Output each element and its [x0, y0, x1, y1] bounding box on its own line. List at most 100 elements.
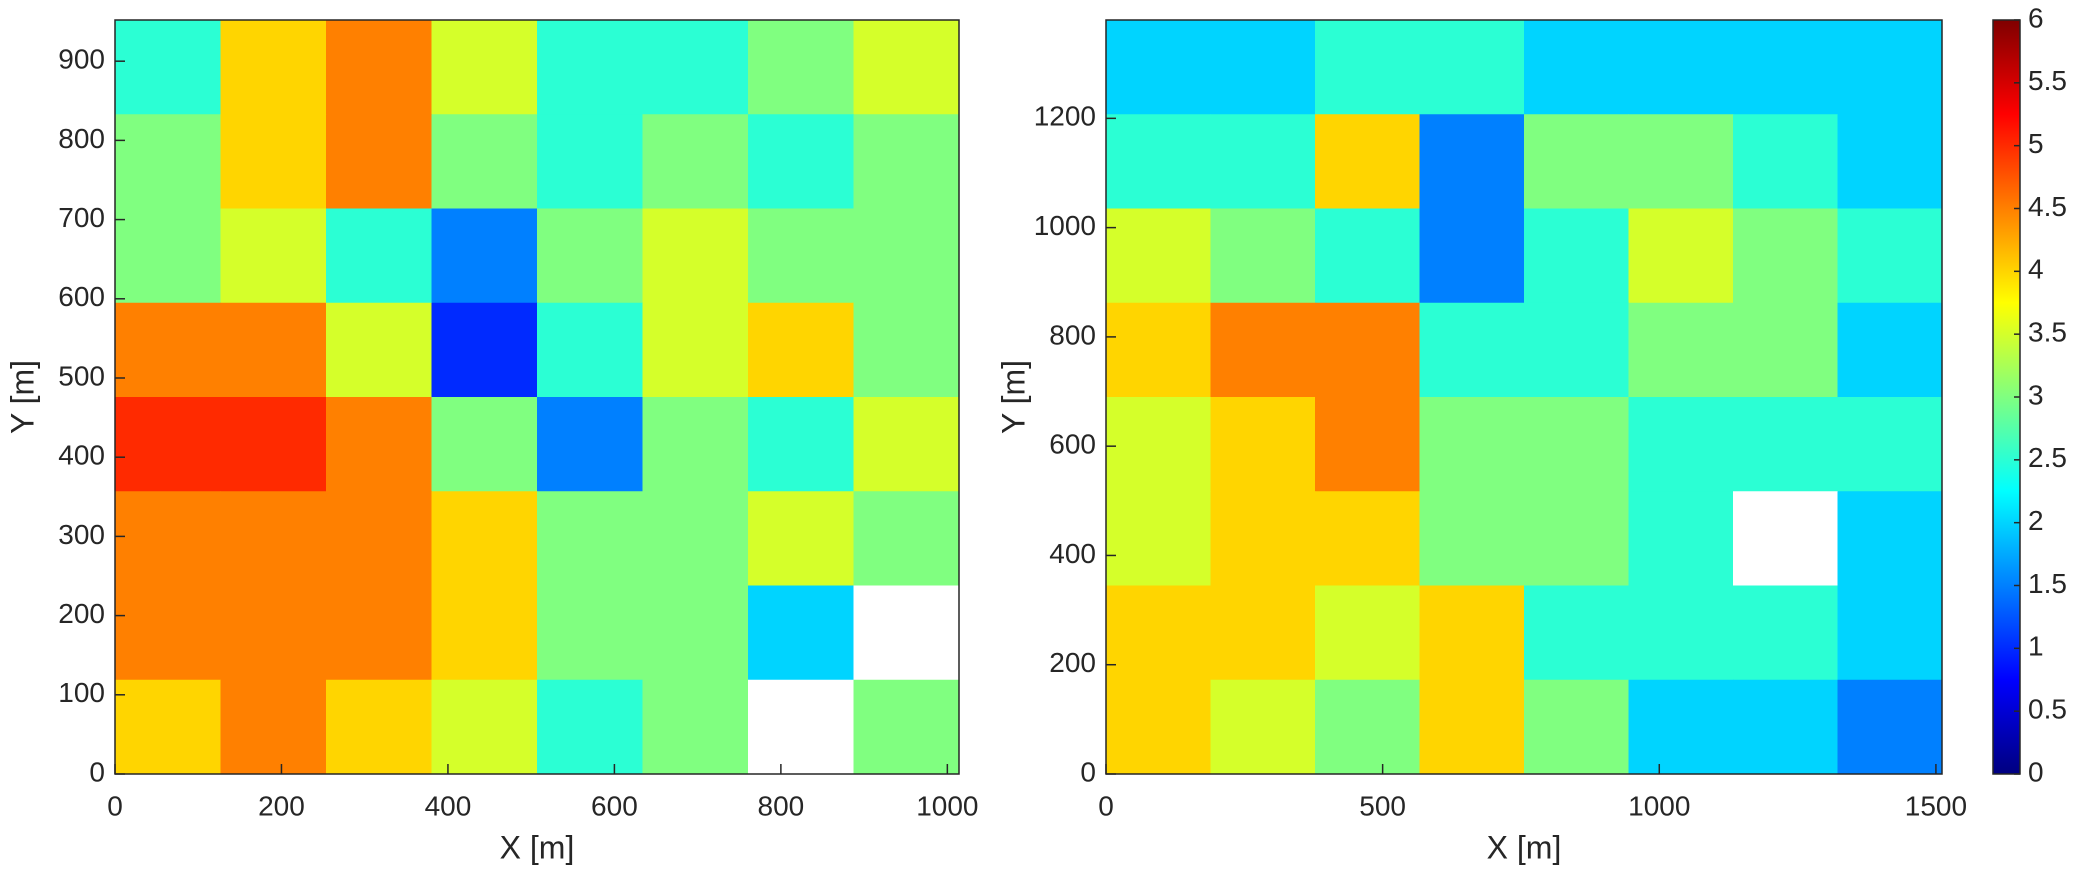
heat-cell [748, 585, 854, 681]
heat-cell [115, 491, 221, 586]
heat-cell [1837, 114, 1943, 209]
heat-cell [853, 114, 960, 209]
heat-cell [115, 20, 221, 115]
colorbar-tick-label: 0.5 [2028, 694, 2067, 725]
heat-cell [853, 302, 960, 398]
heat-cell [115, 302, 221, 398]
heat-cell [220, 302, 327, 398]
heat-cell [537, 302, 643, 398]
y-tick-label: 200 [58, 598, 105, 629]
heat-cell [1837, 208, 1943, 304]
heat-cell [1628, 585, 1734, 681]
x-tick-label: 0 [107, 790, 123, 821]
heat-cell [1106, 491, 1211, 586]
heat-cell [1733, 679, 1838, 775]
heat-cell [537, 208, 643, 304]
heat-cell [1837, 302, 1943, 398]
heat-cell [1315, 397, 1420, 492]
y-tick-label: 0 [1080, 756, 1096, 787]
x-tick-label: 200 [258, 790, 305, 821]
axes-frame [1105, 19, 1943, 775]
colorbar-tick-label: 6 [2028, 2, 2044, 33]
heat-cell [1210, 302, 1316, 398]
heat-cell [1106, 585, 1211, 681]
heat-cell [537, 679, 643, 775]
heat-cell [537, 20, 643, 115]
y-tick-label: 200 [1049, 647, 1096, 678]
heat-cell [1524, 491, 1629, 586]
heat-cell [1419, 679, 1525, 775]
heat-cell [1733, 397, 1838, 492]
heat-cell [1628, 114, 1734, 209]
heat-cell [1628, 397, 1734, 492]
y-tick-label: 1000 [1034, 210, 1096, 241]
x-tick-label: 1500 [1905, 790, 1967, 821]
heat-cell [431, 679, 538, 775]
y-tick-label: 600 [1049, 429, 1096, 460]
heat-cell [748, 491, 854, 586]
heat-cell [853, 679, 960, 775]
heat-cell [1733, 585, 1838, 681]
heat-cell [1733, 208, 1838, 304]
heat-cell [1628, 20, 1734, 115]
heat-cell [1419, 114, 1525, 209]
heat-cell [642, 679, 749, 775]
x-tick-label: 1000 [916, 790, 978, 821]
heat-cell [1524, 20, 1629, 115]
heat-cell [1106, 679, 1211, 775]
heat-cell [1837, 491, 1943, 586]
heat-cell [431, 585, 538, 681]
heat-cell [431, 114, 538, 209]
heat-cell [1628, 302, 1734, 398]
colorbar-tick-label: 3 [2028, 379, 2044, 410]
heat-cell [1733, 114, 1838, 209]
heat-cell [1524, 585, 1629, 681]
heat-cell [853, 491, 960, 586]
heat-cell [1419, 585, 1525, 681]
heat-cell [1315, 20, 1420, 115]
heat-cell [1315, 679, 1420, 775]
heat-cell [1106, 397, 1211, 492]
heat-cell [1210, 208, 1316, 304]
heat-cell [220, 208, 327, 304]
colorbar-tick-label: 0 [2028, 756, 2044, 787]
x-tick-label: 0 [1098, 790, 1114, 821]
y-tick-label: 100 [58, 677, 105, 708]
colorbar-tick-label: 1.5 [2028, 568, 2067, 599]
heat-cell [431, 397, 538, 492]
heat-cell [1419, 302, 1525, 398]
colorbar-tick-label: 1 [2028, 631, 2044, 662]
heat-cell [220, 491, 327, 586]
heat-cell [1419, 397, 1525, 492]
y-tick-label: 400 [58, 440, 105, 471]
heat-cell [1210, 20, 1316, 115]
x-tick-label: 400 [425, 790, 472, 821]
heat-cell [1524, 114, 1629, 209]
heat-cell [642, 208, 749, 304]
heat-cell [537, 491, 643, 586]
x-tick-label: 500 [1359, 790, 1406, 821]
y-axis-label: Y [m] [995, 360, 1031, 434]
heat-cell [1837, 679, 1943, 775]
heat-cell [1210, 491, 1316, 586]
heat-cell [642, 491, 749, 586]
y-tick-label: 600 [58, 281, 105, 312]
heat-cell [115, 114, 221, 209]
heat-cell [1733, 491, 1838, 586]
heat-cell [1315, 208, 1420, 304]
heat-cell [748, 397, 854, 492]
heat-cell [1524, 208, 1629, 304]
heat-cell [537, 585, 643, 681]
y-tick-label: 500 [58, 360, 105, 391]
heat-cell [220, 679, 327, 775]
heat-cell [326, 114, 432, 209]
heat-cell [1628, 679, 1734, 775]
heat-cell [748, 114, 854, 209]
heat-cell [853, 585, 960, 681]
heat-cell [1106, 208, 1211, 304]
heat-cell [220, 397, 327, 492]
y-tick-label: 1200 [1034, 101, 1096, 132]
heat-cell [642, 397, 749, 492]
heat-cell [1524, 679, 1629, 775]
heat-cell [431, 491, 538, 586]
